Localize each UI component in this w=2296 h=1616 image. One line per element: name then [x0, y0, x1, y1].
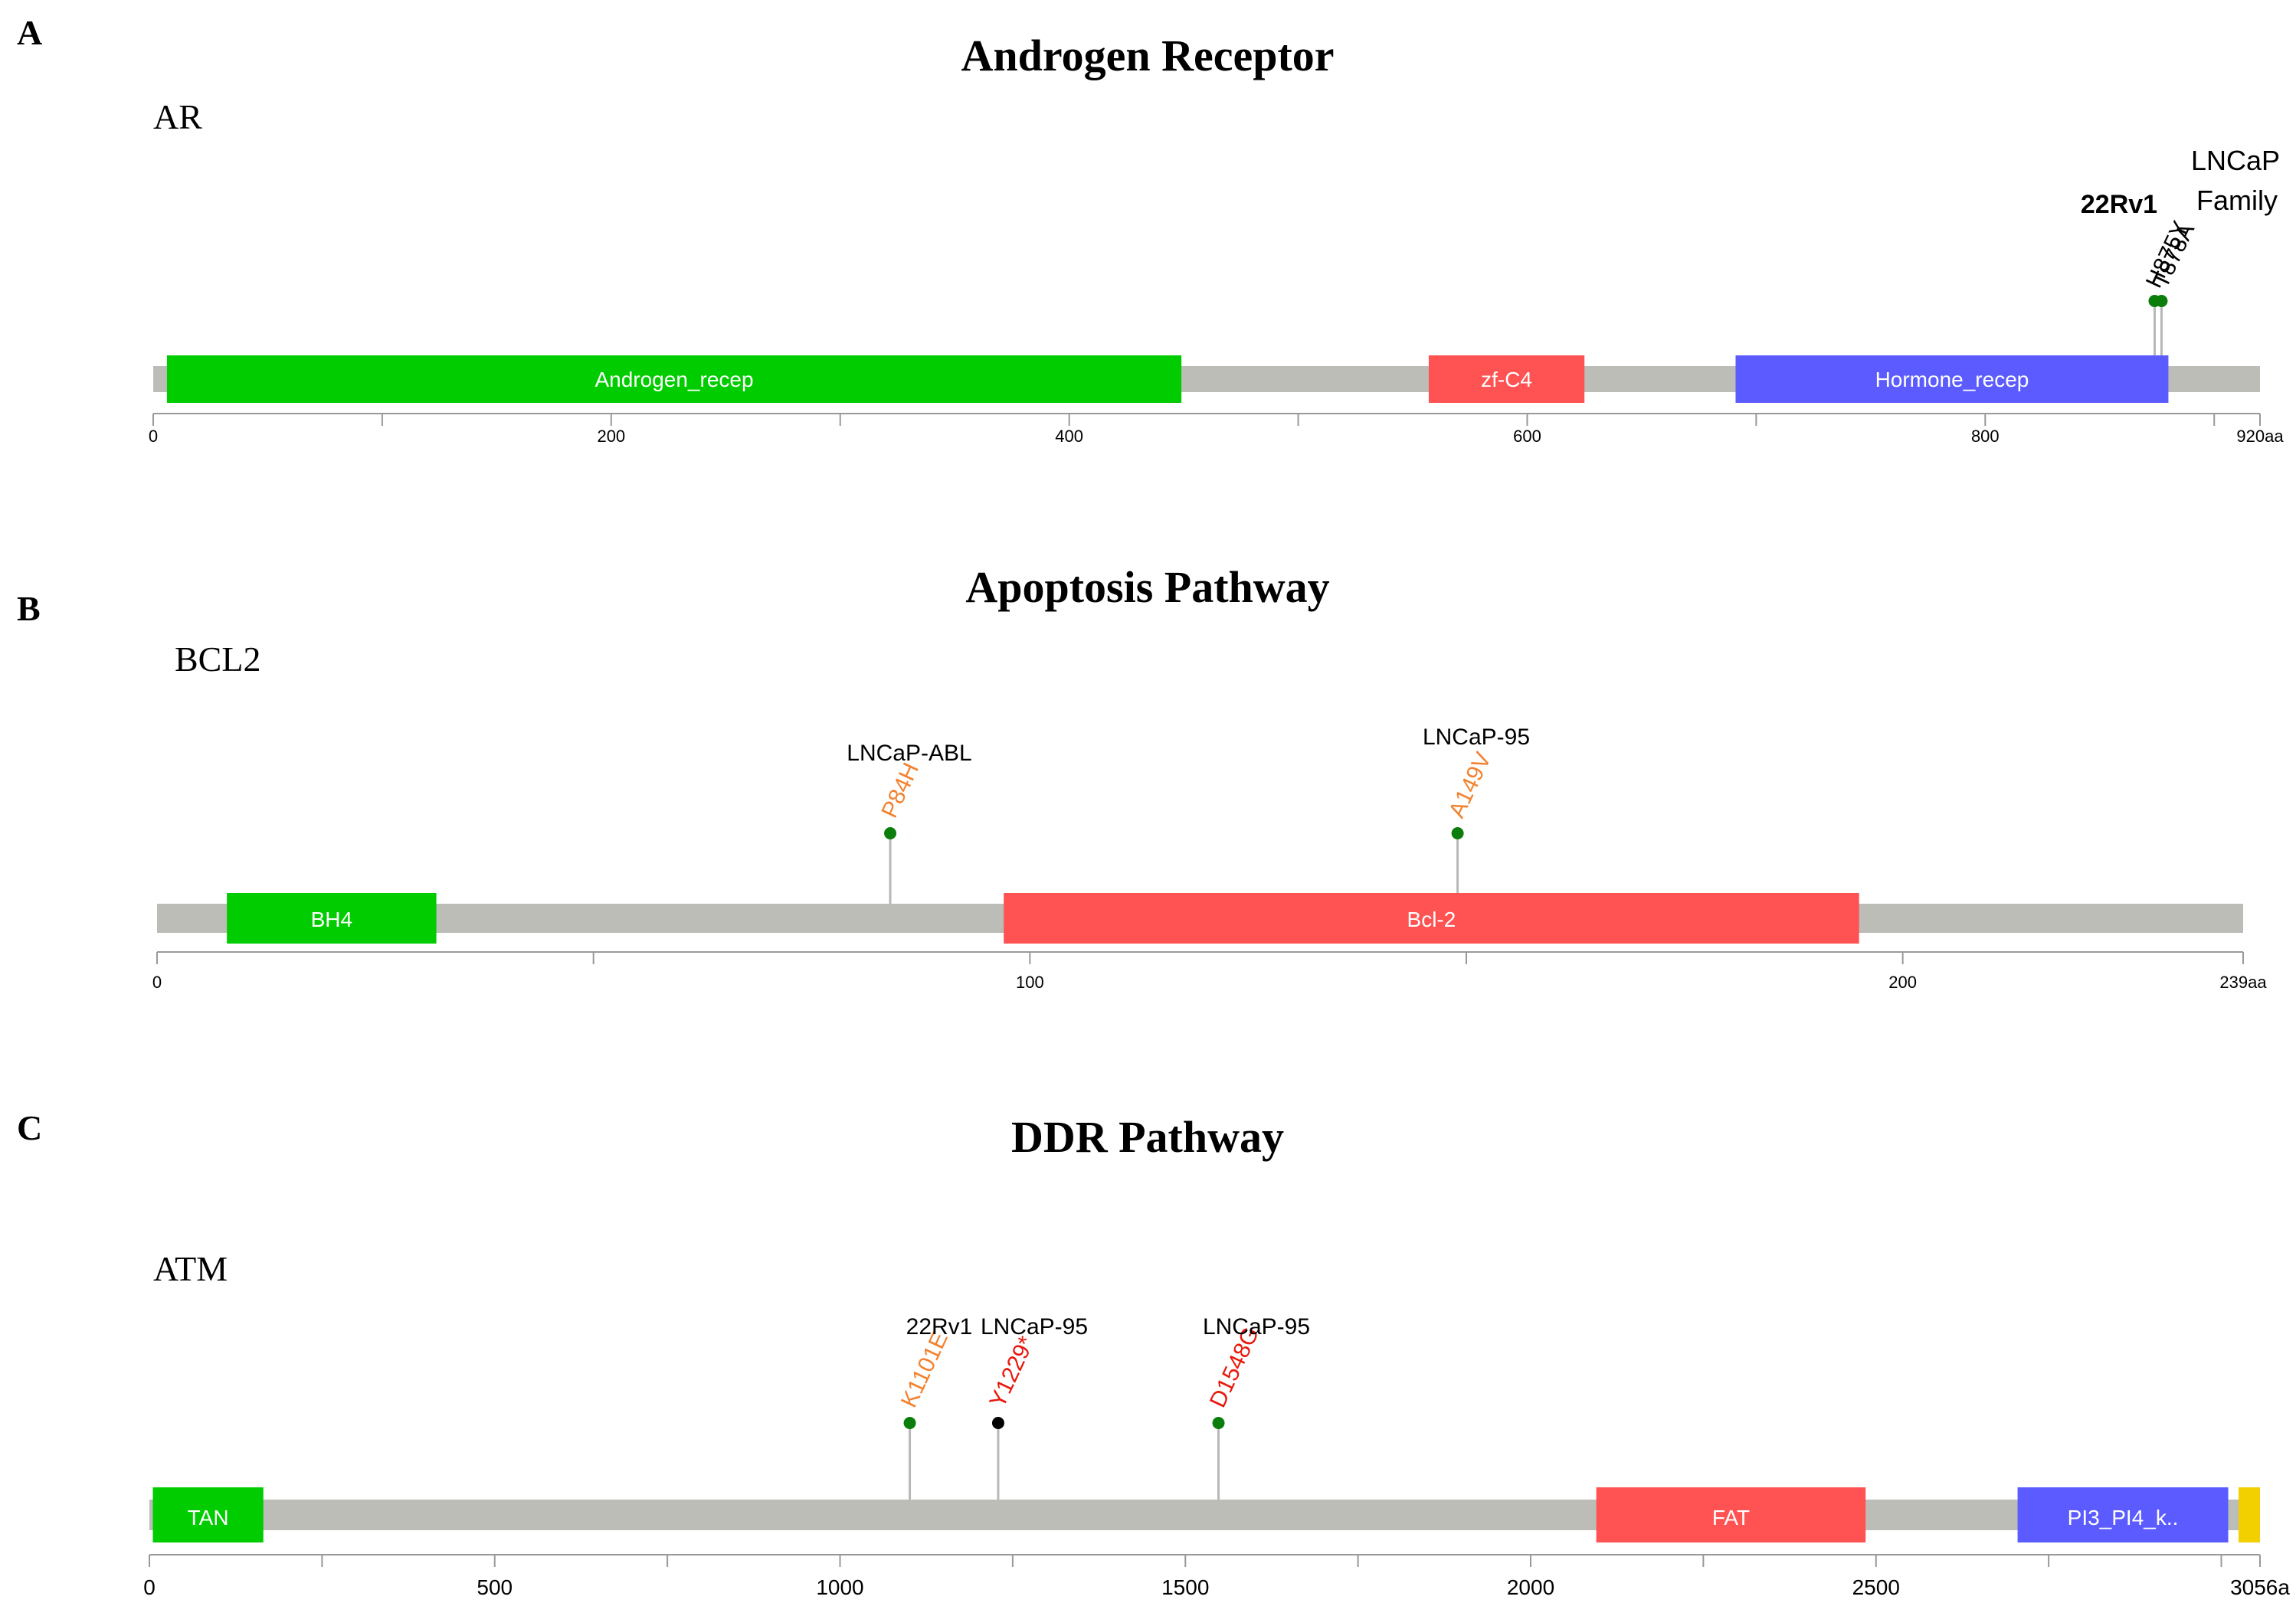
protein-domain	[2239, 1487, 2260, 1542]
tick-label: 500	[477, 1575, 513, 1599]
cell-line-label: 22Rv1	[2081, 190, 2157, 219]
domain-box	[152, 1487, 264, 1542]
tick-label: 200	[597, 427, 625, 446]
mutation-label: P84H	[876, 759, 924, 822]
mutation-lollipop	[903, 1417, 916, 1500]
cell-line-labels: LNCaP-ABL LNCaP-95	[847, 725, 1530, 766]
position-axis: 0 200 400 600 800 920aa	[149, 413, 2284, 446]
tick-label: 1500	[1161, 1575, 1209, 1599]
panel-title: Androgen Receptor	[961, 31, 1334, 80]
panel-title: DDR Pathway	[1011, 1112, 1284, 1162]
domain-label: TAN	[188, 1506, 229, 1529]
protein-domains: BH4 Bcl-2	[227, 893, 1859, 944]
mutation-lollipops	[2148, 295, 2168, 356]
protein-domain: Androgen_recep	[166, 355, 1182, 403]
cell-line-labels: 22Rv1 LNCaP Family	[2081, 145, 2280, 219]
cell-line-labels: 22Rv1 LNCaP-95 LNCaP-95	[906, 1314, 1310, 1340]
mutation-lollipop	[884, 827, 897, 904]
domain-label: Hormone_recep	[1875, 368, 2029, 391]
tick-label: 800	[1971, 427, 2000, 446]
position-axis: 0 500 1000 1500 2000 2500 3056a	[143, 1554, 2290, 1599]
lollipop-dot	[1451, 827, 1464, 839]
gene-name: AR	[153, 97, 202, 136]
tick-label: 0	[149, 427, 158, 446]
protein-domain: PI3_PI4_k..	[2017, 1487, 2229, 1542]
protein-domain: TAN	[152, 1487, 264, 1542]
mutation-lollipop	[1451, 827, 1464, 904]
protein-domain: Bcl-2	[1004, 893, 1859, 944]
domain-box	[2239, 1487, 2260, 1542]
mutation-lollipop	[1212, 1417, 1225, 1500]
domain-box	[166, 355, 1182, 403]
cell-line-label: LNCaP-95	[981, 1314, 1088, 1340]
lollipop-dot	[2155, 295, 2168, 307]
tick-label: 2500	[1852, 1575, 1900, 1599]
domain-box	[2017, 1487, 2229, 1542]
panel-a: A Androgen Receptor AR Androgen_recep zf-…	[17, 13, 2284, 446]
protein-domains: TAN FAT PI3_PI4_k..	[152, 1487, 2260, 1542]
cell-line-label: LNCaP-ABL	[847, 741, 971, 766]
protein-domain: zf-C4	[1428, 355, 1585, 403]
mutation-lollipop	[2155, 295, 2168, 356]
protein-domain: Hormone_recep	[1735, 355, 2169, 403]
tick-label-end: 239aa	[2219, 973, 2267, 992]
panel-c: C DDR Pathway ATM TAN FAT PI3_PI4_k.. 0 500…	[17, 1108, 2290, 1599]
lollipop-dot	[884, 827, 897, 839]
protein-domain: FAT	[1596, 1487, 1866, 1542]
mutation-label: A149V	[1444, 748, 1496, 822]
domain-box	[1428, 355, 1585, 403]
mutation-lollipops	[903, 1417, 1225, 1500]
domain-label: Androgen_recep	[595, 368, 754, 391]
tick-label: 2000	[1507, 1575, 1554, 1599]
tick-label: 0	[143, 1575, 156, 1599]
tick-label: 200	[1888, 973, 1917, 992]
domain-box	[1004, 893, 1859, 944]
domain-label: BH4	[311, 908, 352, 931]
mutation-label: Y1229*	[984, 1333, 1040, 1412]
mutation-lollipop	[991, 1417, 1004, 1500]
tick-label: 0	[152, 973, 162, 992]
panel-letter: A	[17, 13, 42, 52]
cell-line-label: 22Rv1	[906, 1314, 973, 1340]
gene-name: BCL2	[175, 640, 260, 679]
lollipop-dot	[1212, 1417, 1225, 1429]
domain-box	[227, 893, 437, 944]
panel-b: B Apoptosis Pathway BCL2 BH4 Bcl-2 0 100 20…	[17, 562, 2267, 992]
panel-letter: C	[17, 1108, 42, 1147]
domain-label: zf-C4	[1481, 368, 1532, 391]
tick-label: 100	[1016, 973, 1044, 992]
gene-name: ATM	[153, 1249, 228, 1288]
tick-label-end: 3056a	[2230, 1575, 2290, 1599]
domain-box	[1596, 1487, 1866, 1542]
panel-letter: B	[17, 589, 41, 628]
mutation-lollipops	[884, 827, 1464, 904]
tick-label: 1000	[816, 1575, 863, 1599]
cell-line-label: LNCaP-95	[1423, 725, 1530, 750]
domain-label: PI3_PI4_k..	[2068, 1506, 2179, 1529]
tick-label-end: 920aa	[2236, 427, 2284, 446]
panel-title: Apoptosis Pathway	[965, 562, 1329, 612]
tick-label: 400	[1055, 427, 1083, 446]
mutation-label: K1101E	[896, 1328, 953, 1412]
tick-label: 600	[1513, 427, 1541, 446]
domain-label: FAT	[1712, 1506, 1750, 1529]
cell-line-label: LNCaP-95	[1203, 1314, 1310, 1340]
position-axis: 0 100 200 239aa	[152, 951, 2267, 992]
cell-line-label: LNCaP	[2191, 145, 2280, 176]
lollipop-dot	[903, 1417, 916, 1429]
cell-line-label: Family	[2196, 185, 2278, 216]
protein-backbone	[149, 1500, 2260, 1530]
domain-box	[1735, 355, 2169, 403]
protein-domains: Androgen_recep zf-C4 Hormone_recep	[166, 355, 2169, 403]
lollipop-dot	[991, 1417, 1004, 1429]
protein-domain: BH4	[227, 893, 437, 944]
domain-label: Bcl-2	[1407, 908, 1456, 931]
